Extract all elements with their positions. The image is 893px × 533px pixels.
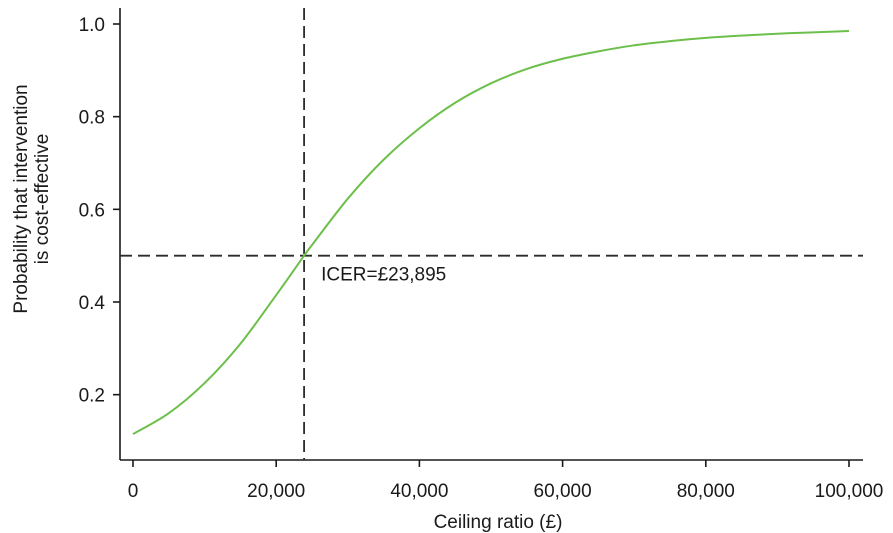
- axes: [119, 8, 863, 461]
- x-tick-label: 40,000: [390, 481, 448, 502]
- x-tick-label: 0: [128, 481, 139, 502]
- y-tick-label: 0.2: [79, 386, 105, 407]
- y-axis-title-line: Probability that intervention: [11, 84, 32, 313]
- x-tick-label: 60,000: [534, 481, 592, 502]
- y-axis-title: Probability that interventionis cost-eff…: [11, 84, 53, 313]
- ticks: 0 20,000 40,000 60,000 80,000 100,000 0.2 0.4 0.…: [79, 15, 884, 502]
- x-tick-label: 100,000: [815, 481, 884, 502]
- x-axis-title: Ceiling ratio (£): [434, 512, 563, 533]
- y-tick-label: 1.0: [79, 15, 105, 36]
- y-axis-title-line: is cost-effective: [32, 134, 53, 265]
- y-tick-label: 0.4: [79, 293, 106, 314]
- x-tick-label: 80,000: [677, 481, 735, 502]
- series-group: [132, 29, 850, 435]
- ceac-curve-line: [132, 29, 850, 435]
- y-tick-label: 0.8: [79, 108, 105, 129]
- labels: ICER=£23,895 Ceiling ratio (£) Probability…: [11, 84, 562, 533]
- reference-lines: [120, 8, 863, 460]
- x-tick-label: 20,000: [247, 481, 305, 502]
- icer-annotation: ICER=£23,895: [321, 265, 446, 286]
- y-tick-label: 0.6: [79, 200, 105, 221]
